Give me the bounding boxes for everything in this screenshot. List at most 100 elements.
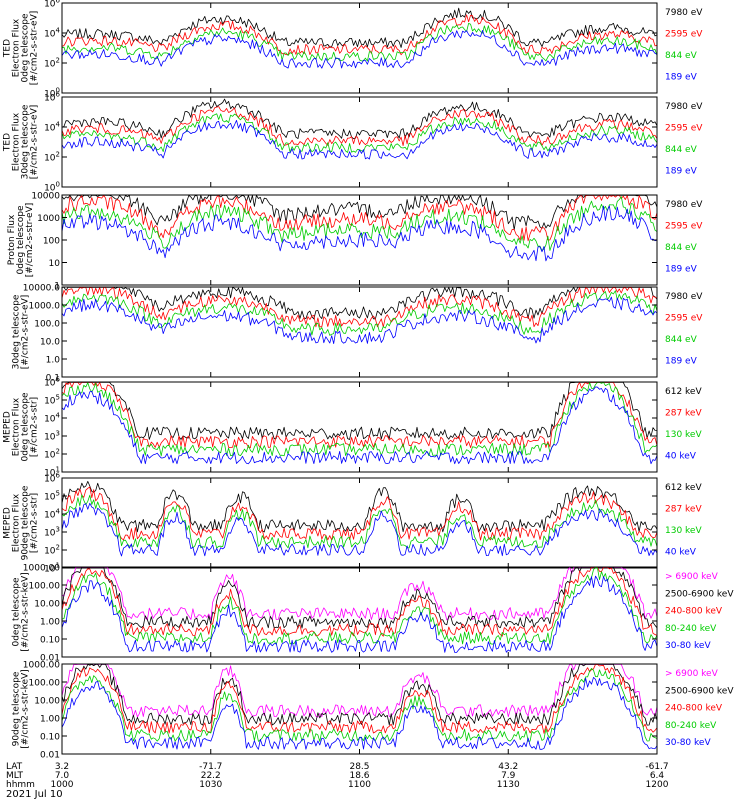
y-tick-label: 104 [44,27,60,40]
legend-entry: 40 keV [665,451,697,461]
legend-entry: 7980 eV [665,102,703,112]
series-trace-6-2 [61,486,658,541]
y-tick-label: 105 [44,394,60,407]
series-trace-4-4 [61,296,658,345]
x-tick-label-mlt: 7.0 [55,771,70,781]
series-trace-3-4 [61,205,658,262]
legend-entry: 240-800 keV [665,704,723,714]
legend-entry: 30-80 keV [665,738,711,748]
x-tick-label-hhmm: 1100 [348,780,371,790]
series-trace-4-2 [61,286,658,328]
series-trace-3-1 [61,194,658,231]
x-tick-label-mlt: 22.2 [201,771,221,781]
series-trace-7-2 [61,567,658,629]
y-tick-label: 102 [44,544,60,557]
y-tick-label: 1.00 [40,618,60,628]
legend-entry: 2595 eV [665,313,703,323]
y-tick-label: 106 [44,0,60,10]
y-tick-label: 100.00 [29,582,61,592]
series-trace-8-2 [61,664,658,726]
y-tick-label: 10.00 [34,600,60,610]
x-tick-label-mlt: 18.6 [349,771,369,781]
y-tick-label: 1000.00 [23,564,60,574]
series-trace-3-2 [61,194,658,242]
legend-entry: 287 keV [665,504,702,514]
series-trace-7-1 [61,567,658,621]
y-tick-label: 104 [44,121,60,134]
y-tick-label: 10 [49,259,61,269]
legend-entry: 2500-6900 keV [665,686,734,696]
y-tick-label: 105 [44,490,60,503]
legend-entry: 844 eV [665,243,698,253]
y-tick-label: 102 [44,57,60,70]
y-tick-label: 1.00 [40,715,60,725]
y-axis-label: 90deg telescope[#/cm2-s-str-keV] [12,669,31,748]
series-trace-8-1 [61,664,658,718]
series-trace-5-2 [61,381,658,449]
series-trace-1-4 [61,29,658,69]
y-axis-label: TEDElectron Flux0deg telescope[#/cm2-s-s… [3,11,40,86]
x-row-label-hhmm: hhmm [6,780,35,790]
y-tick-label: 106 [44,376,60,389]
legend-entry: > 6900 keV [665,572,719,582]
y-tick-label: 1 [54,282,60,292]
legend-entry: 40 keV [665,547,697,557]
panel-5: 106 105 104 103 102 101 MEPEDElectron Flux0deg… [3,376,703,479]
y-tick-label: 102 [44,448,60,461]
y-tick-label: 106 [44,472,60,485]
legend-entry: 80-240 keV [665,624,717,634]
series-trace-4-1 [62,286,658,320]
y-tick-label: 103 [44,526,60,539]
series-trace-7-4 [61,567,658,645]
legend-entry: 30-80 keV [665,641,711,651]
date-label: 2021 Jul 10 [6,789,63,800]
y-tick-label: 101 [44,562,60,575]
legend-entry: 2595 eV [665,221,703,231]
panel-4: 10000.0 1000.0 100.0 10.0 1.0 0.1 30deg telesc… [12,284,704,384]
x-tick-label-hhmm: 1030 [199,780,222,790]
series-trace-5-4 [61,386,658,465]
legend-entry: 2595 eV [665,123,703,133]
legend-entry: 189 eV [665,356,698,366]
y-tick-label: 10000 [31,192,60,202]
legend-entry: 844 eV [665,335,698,345]
x-tick-label-lat: -61.7 [645,762,668,772]
series-trace-5-1 [61,381,658,440]
legend-entry: 844 eV [665,145,698,155]
legend-entry: 7980 eV [665,200,703,210]
panels-group: 106 104 102 100 TEDElectron Flux0deg telesco… [3,0,735,761]
y-axis-label: MEPEDElectron Flux90deg telescope[#/cm2-… [3,485,40,560]
y-tick-label: 0.10 [40,733,60,743]
y-axis-label: TEDElectron Flux30deg telescope[#/cm2-s-… [3,104,40,179]
y-tick-label: 10.0 [40,338,60,348]
legend-entry: 2500-6900 keV [665,589,734,599]
y-tick-label: 0.10 [40,636,60,646]
x-tick-label-hhmm: 1000 [51,780,74,790]
x-tick-label-mlt: 6.4 [650,771,665,781]
x-tick-label-hhmm: 1130 [497,780,520,790]
series-trace-6-4 [61,502,658,557]
plot-frame [61,194,658,286]
legend-entry: 7980 eV [665,8,703,18]
x-row-label-lat: LAT [6,762,23,772]
legend-entry: 130 keV [665,526,702,536]
panel-3: 10000 1000 100 10 1 Proton Flux0deg telescope… [7,192,703,292]
y-tick-label: 106 [44,91,60,104]
legend-entry: 612 keV [665,483,702,493]
y-tick-label: 104 [44,508,60,521]
y-tick-label: 0.01 [40,751,60,761]
legend-entry: 189 eV [665,72,698,82]
legend-entry: 189 eV [665,264,698,274]
x-tick-label-mlt: 7.9 [501,771,516,781]
series-trace-1-3 [61,22,658,62]
y-axis-label: Proton Flux0deg telescope[#/cm2-s-str-eV… [7,203,35,278]
x-tick-label-lat: -71.7 [199,762,222,772]
series-trace-4-3 [61,290,658,336]
series-trace-1-2 [61,14,658,56]
series-trace-3-3 [61,196,658,251]
legend-entry: 2595 eV [665,29,703,39]
y-tick-label: 100.00 [29,679,61,689]
legend-entry: 80-240 keV [665,721,717,731]
